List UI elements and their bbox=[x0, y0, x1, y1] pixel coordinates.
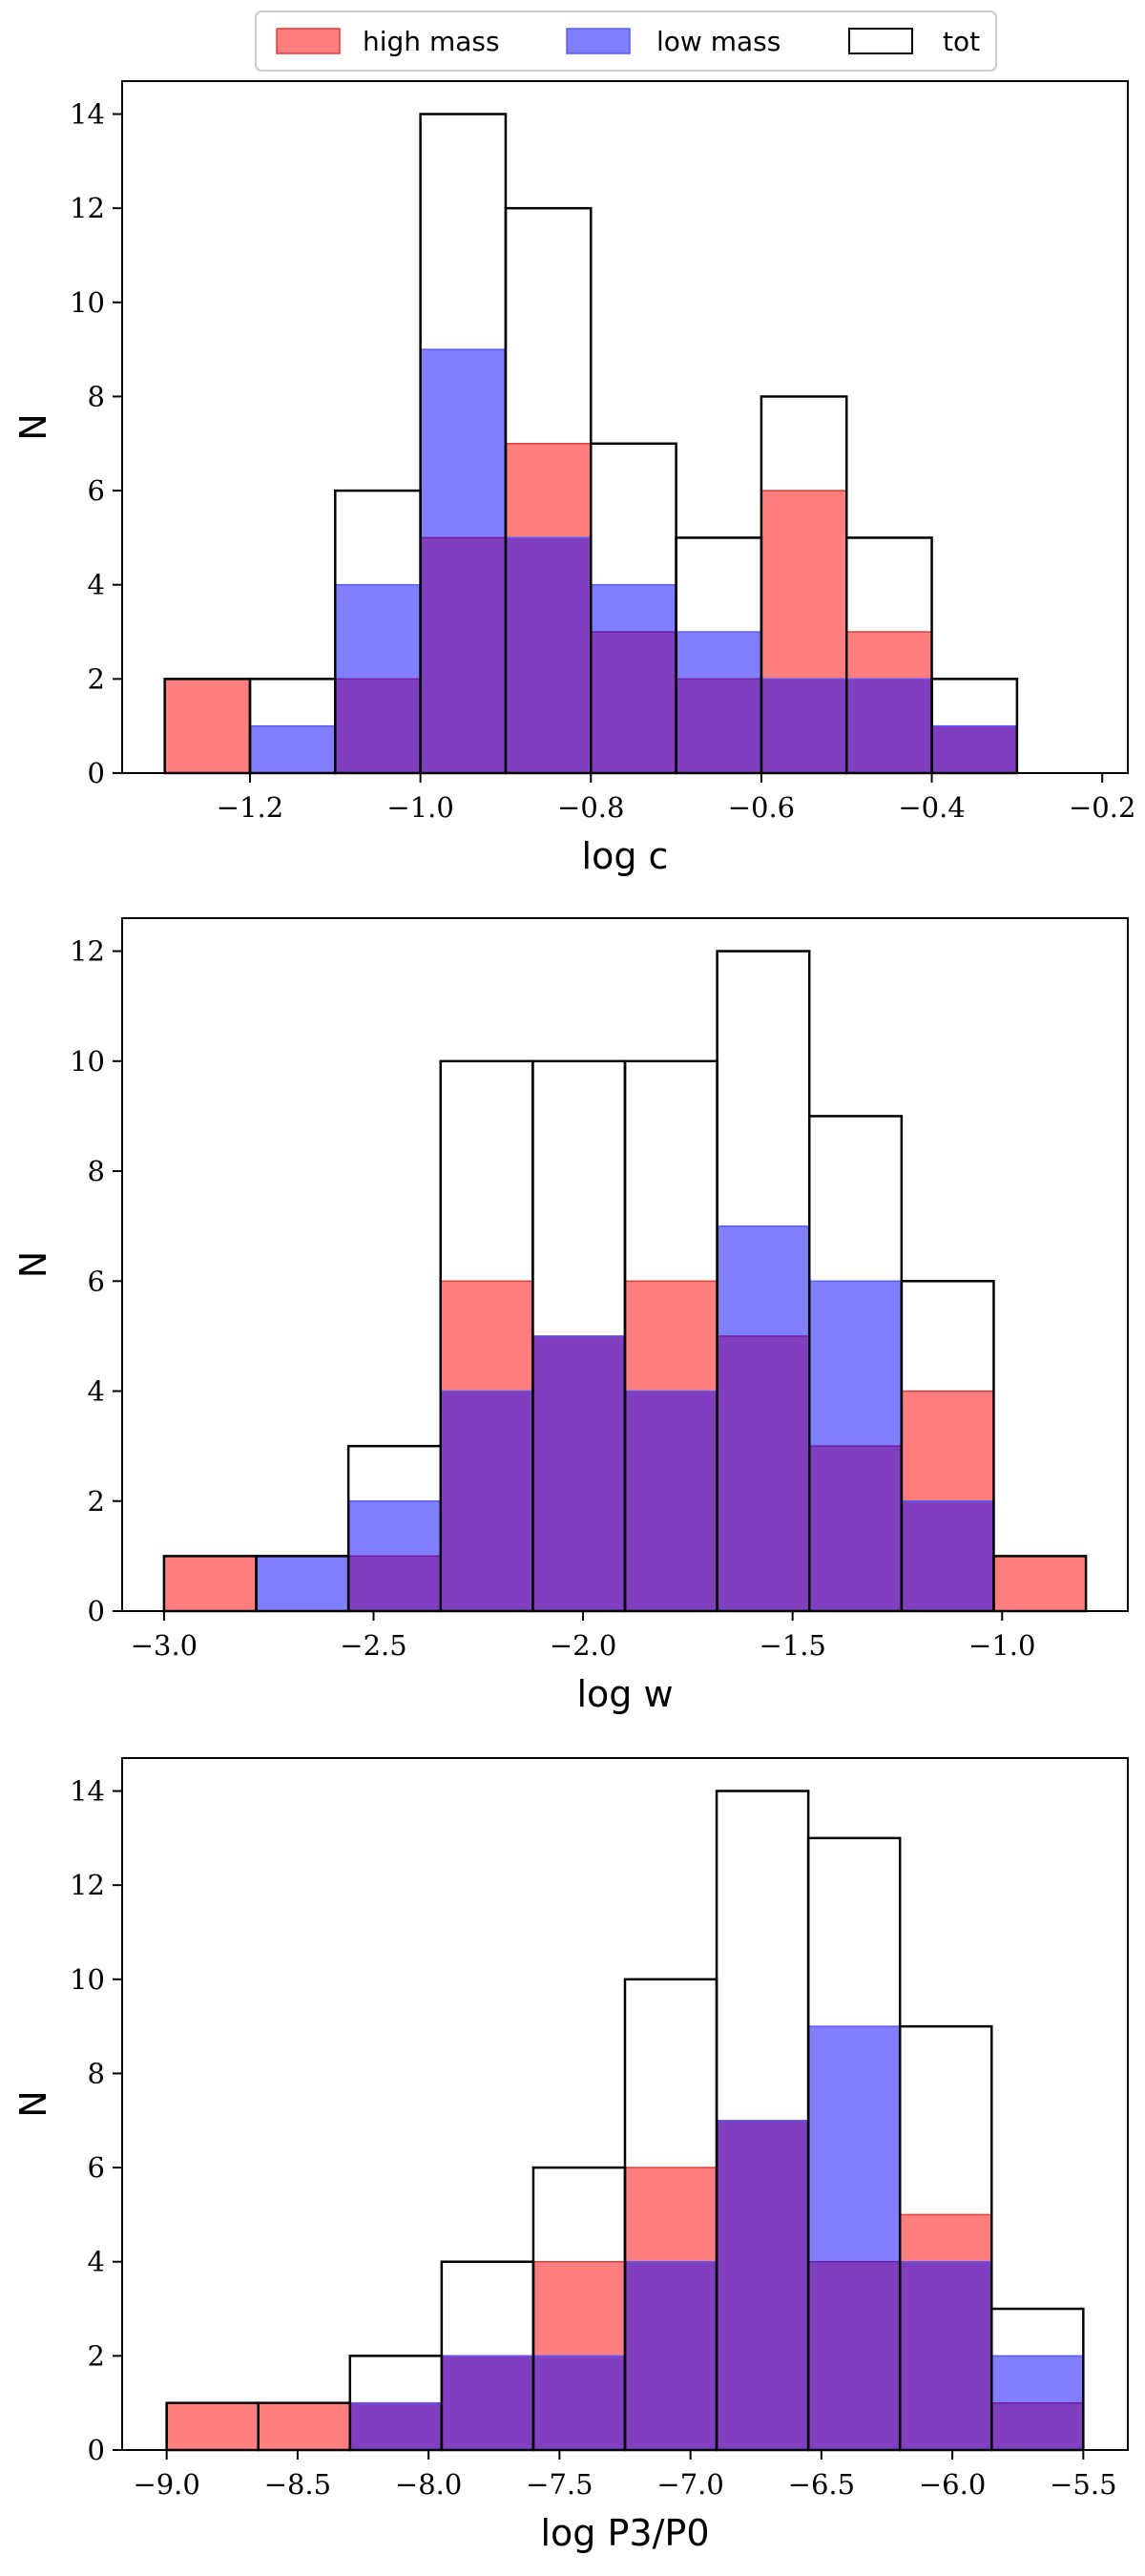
x-axis-label: log c bbox=[582, 835, 669, 877]
panel-1: −1.2 −1.0 −0.8 −0.6 −0.4 −0.2 0 2 4 6 8 10 12 14 log c… bbox=[12, 80, 1135, 877]
x-tick-label: −1.5 bbox=[759, 1629, 825, 1662]
x-tick-label: −9.0 bbox=[133, 2468, 199, 2501]
plot-frame bbox=[121, 917, 1129, 1612]
y-tick-label: 14 bbox=[70, 1775, 105, 1808]
bar-low-mass-5 bbox=[590, 583, 677, 774]
y-tick-label: 2 bbox=[88, 2339, 105, 2372]
x-axis-label: log P3/P0 bbox=[541, 2512, 710, 2554]
x-tick-label: −0.6 bbox=[728, 791, 795, 824]
y-tick-label: 12 bbox=[70, 935, 105, 968]
plot-frame bbox=[121, 1757, 1129, 2451]
y-tick-label: 12 bbox=[70, 1869, 105, 1901]
bar-low-mass-7 bbox=[760, 678, 847, 774]
x-tick-label: −0.2 bbox=[1069, 791, 1135, 824]
y-tick-label: 10 bbox=[70, 286, 105, 319]
bar-low-mass-3 bbox=[440, 1390, 534, 1612]
bar-high-mass-9 bbox=[992, 1555, 1087, 1612]
y-tick-label: 6 bbox=[88, 474, 105, 507]
bar-low-mass-8 bbox=[845, 678, 933, 774]
bar-high-mass-0 bbox=[165, 2401, 260, 2451]
bar-low-mass-2 bbox=[349, 2401, 443, 2451]
y-tick-label: 14 bbox=[70, 98, 105, 131]
legend-swatch-tot bbox=[848, 28, 913, 54]
y-tick-label: 0 bbox=[88, 2434, 105, 2466]
y-tick-label: 2 bbox=[88, 662, 105, 695]
y-tick-label: 12 bbox=[70, 192, 105, 224]
y-tick-label: 2 bbox=[88, 1485, 105, 1518]
bar-low-mass-8 bbox=[901, 1500, 995, 1612]
bar-low-mass-8 bbox=[899, 2260, 993, 2451]
bar-low-mass-4 bbox=[532, 2355, 626, 2451]
bar-low-mass-6 bbox=[675, 631, 762, 774]
x-tick-label: −1.0 bbox=[968, 1629, 1035, 1662]
y-tick-label: 6 bbox=[88, 2151, 105, 2184]
series-low-mass bbox=[249, 348, 1018, 774]
legend-swatch-low-mass bbox=[566, 28, 631, 54]
bar-low-mass-1 bbox=[249, 724, 337, 774]
bar-low-mass-5 bbox=[624, 2260, 718, 2451]
y-tick-label: 0 bbox=[88, 1595, 105, 1627]
y-axis-label: N bbox=[12, 2090, 54, 2117]
x-tick-label: −2.5 bbox=[340, 1629, 406, 1662]
legend-label-tot: tot bbox=[943, 26, 980, 57]
legend-label-low-mass: low mass bbox=[656, 26, 781, 57]
y-tick-label: 8 bbox=[88, 2057, 105, 2089]
bar-low-mass-3 bbox=[419, 348, 507, 774]
y-tick-label: 8 bbox=[88, 380, 105, 412]
x-tick-label: −1.2 bbox=[217, 791, 283, 824]
bar-low-mass-4 bbox=[531, 1335, 626, 1612]
bar-low-mass-2 bbox=[347, 1500, 442, 1612]
x-tick-label: −0.4 bbox=[898, 791, 965, 824]
x-tick-label: −0.8 bbox=[557, 791, 624, 824]
plot-frame bbox=[121, 80, 1129, 774]
y-tick-label: 10 bbox=[70, 1045, 105, 1078]
x-tick-label: −8.5 bbox=[264, 2468, 331, 2501]
bar-low-mass-7 bbox=[807, 2025, 901, 2451]
series-tot bbox=[163, 113, 1019, 775]
bar-low-mass-6 bbox=[716, 1225, 810, 1612]
panel-2: −3.0 −2.5 −2.0 −1.5 −1.0 0 2 4 6 8 10 12 log w N bbox=[12, 917, 1129, 1715]
bar-low-mass-1 bbox=[255, 1555, 349, 1612]
y-tick-label: 4 bbox=[88, 1375, 105, 1408]
x-tick-label: −2.0 bbox=[550, 1629, 616, 1662]
bar-high-mass-1 bbox=[257, 2401, 351, 2451]
y-tick-label: 0 bbox=[88, 757, 105, 789]
bar-high-mass-0 bbox=[163, 1555, 258, 1612]
y-axis-label: N bbox=[12, 413, 54, 440]
legend-swatch-high-mass bbox=[276, 28, 341, 54]
bar-low-mass-2 bbox=[334, 583, 422, 774]
y-tick-label: 8 bbox=[88, 1155, 105, 1187]
x-tick-label: −7.5 bbox=[526, 2468, 593, 2501]
x-tick-label: −8.0 bbox=[395, 2468, 462, 2501]
bar-low-mass-7 bbox=[808, 1280, 903, 1612]
bar-low-mass-9 bbox=[930, 724, 1018, 774]
legend: high mass low mass tot bbox=[255, 10, 997, 72]
x-tick-label: −5.5 bbox=[1050, 2468, 1116, 2501]
series-low-mass bbox=[349, 2025, 1085, 2451]
x-axis-label: log w bbox=[576, 1673, 673, 1715]
y-tick-label: 4 bbox=[88, 2246, 105, 2278]
bar-low-mass-9 bbox=[990, 2355, 1085, 2451]
x-tick-label: −6.0 bbox=[919, 2468, 986, 2501]
y-axis-label: N bbox=[12, 1251, 54, 1278]
bar-low-mass-4 bbox=[505, 536, 593, 774]
x-tick-label: −6.5 bbox=[788, 2468, 855, 2501]
bar-low-mass-3 bbox=[441, 2355, 534, 2451]
panel-3: −9.0 −8.5 −8.0 −7.5 −7.0 −6.5 −6.0 −5.5 0 2 4 6 8 10 1… bbox=[12, 1757, 1129, 2554]
x-tick-label: −1.0 bbox=[386, 791, 453, 824]
x-tick-label: −3.0 bbox=[131, 1629, 198, 1662]
bar-low-mass-6 bbox=[716, 2120, 809, 2451]
bar-high-mass-0 bbox=[163, 678, 251, 774]
y-tick-label: 6 bbox=[88, 1265, 105, 1297]
x-tick-label: −7.0 bbox=[656, 2468, 723, 2501]
y-tick-label: 10 bbox=[70, 1963, 105, 1996]
bar-low-mass-5 bbox=[624, 1390, 718, 1612]
legend-label-high-mass: high mass bbox=[363, 26, 500, 57]
y-tick-label: 4 bbox=[88, 569, 105, 601]
series-tot bbox=[162, 950, 1088, 1613]
